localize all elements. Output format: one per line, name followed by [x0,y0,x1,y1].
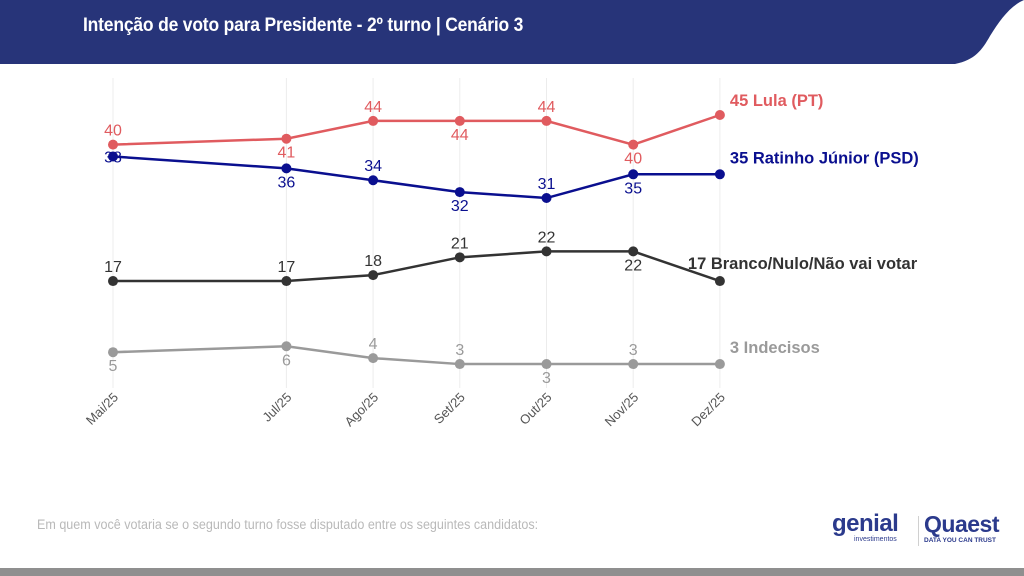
quaest-logo: Quaest [924,511,999,537]
data-point [281,133,292,144]
data-point [628,246,639,257]
data-point [454,187,465,198]
x-tick-label: Set/25 [431,390,468,427]
data-point [714,169,725,180]
data-label: 3 [542,370,551,387]
bottom-bar [0,568,1024,576]
data-point [281,163,292,174]
chart-title: Intenção de voto para Presidente - 2º tu… [83,15,524,36]
data-point [714,359,725,370]
data-label: 17 [278,259,296,276]
data-label: 35 [624,180,642,197]
data-point [628,359,639,370]
data-label: 44 [451,127,469,144]
series-end-label: 3 Indecisos [730,339,820,357]
logos: genial investimentos Quaest DATA YOU CAN… [832,512,1022,552]
grid-lines [112,78,721,388]
data-point [281,341,292,352]
data-point [628,169,639,180]
data-label: 31 [538,176,556,193]
data-label: 6 [282,352,291,369]
series-end-label: 35 Ratinho Júnior (PSD) [730,149,919,167]
series-branco-nulo-n-o-vai-votar: 17 17 18 21 22 22 17 Branco/Nulo/Não vai votar [104,229,918,287]
data-label: 44 [538,99,556,116]
data-point [108,139,118,150]
survey-question: Em quem você votaria se o segundo turno … [37,517,539,532]
data-label: 5 [109,358,118,375]
data-point [368,353,379,364]
data-point [368,115,379,126]
series-lula-pt-: 40 41 44 44 44 40 45 Lula (PT) [104,92,823,168]
data-label: 40 [624,151,642,168]
data-point [454,252,465,263]
data-label: 40 [104,123,122,140]
data-point [714,110,725,120]
data-label: 22 [624,257,642,274]
data-point [454,115,465,126]
data-point [714,276,725,287]
series-ratinho-j-nior-psd-: 38 36 34 32 31 35 35 Ratinho Júnior (PSD) [104,149,919,215]
data-label: 36 [278,174,296,191]
header-background [0,0,1024,64]
x-tick-label: Mai/25 [83,390,121,428]
data-label: 38 [104,150,122,167]
quaest-logo-subtitle: DATA YOU CAN TRUST [924,537,996,544]
data-label: 34 [364,158,382,175]
x-tick-label: Dez/25 [688,390,728,430]
data-point [108,347,118,358]
data-label: 18 [364,253,382,270]
header-banner: Intenção de voto para Presidente - 2º tu… [0,0,1024,64]
genial-logo: genial [832,510,899,537]
data-label: 17 [104,259,122,276]
data-point [281,276,292,287]
x-tick-label: Nov/25 [602,390,642,430]
data-point [108,276,118,287]
data-label: 3 [629,342,638,359]
logo-divider [918,516,919,546]
series-indecisos: 5 6 4 3 3 3 3 Indecisos [108,336,820,387]
x-tick-label: Jul/25 [259,390,294,425]
data-label: 44 [364,99,382,116]
data-label: 4 [369,336,378,353]
data-point [628,139,639,150]
x-axis-ticks: Mai/25 Jul/25 Ago/25 Set/25 Out/25 Nov/25 Dez/… [83,390,728,430]
data-label: 32 [451,198,469,215]
data-point [368,270,379,281]
x-tick-label: Ago/25 [341,390,381,430]
series-end-label: 45 Lula (PT) [730,92,824,110]
data-point [541,246,552,257]
genial-logo-subtitle: investimentos [854,536,897,543]
data-point [541,193,552,204]
data-label: 21 [451,235,469,252]
data-point [541,359,552,370]
series-end-label: 17 Branco/Nulo/Não vai votar [688,255,918,273]
data-point [454,359,465,370]
series-line [112,113,721,146]
data-label: 22 [538,229,556,246]
data-point [108,151,118,162]
data-label: 3 [455,342,464,359]
x-tick-label: Out/25 [516,390,554,428]
data-point [368,175,379,186]
data-point [541,115,552,126]
data-label: 41 [278,145,296,162]
